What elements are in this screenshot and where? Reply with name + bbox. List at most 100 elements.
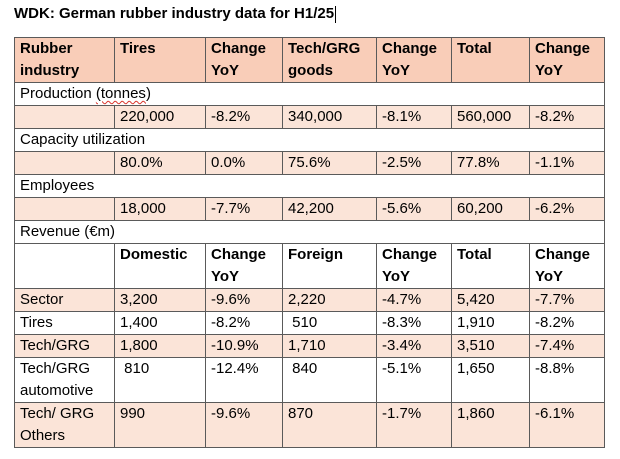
section-value-row: 18,000 -7.7% 42,200 -5.6% 60,200 -6.2% (14, 197, 605, 221)
row-label: Tech/GRG automotive (14, 357, 115, 403)
value-cell: -5.6% (376, 197, 452, 221)
value-cell: 560,000 (451, 105, 530, 129)
value-cell: 77.8% (451, 151, 530, 175)
header-cell: Change YoY (529, 243, 605, 289)
value-cell-text: -7.4% (535, 337, 575, 354)
value-cell: -7.7% (529, 288, 605, 312)
value-cell-text: -7.7% (535, 291, 575, 308)
header-cell-text: Total (457, 246, 492, 263)
value-cell-text: -8.2% (211, 314, 251, 331)
section-label-text: Revenue (€m) (20, 223, 116, 240)
value-cell-text: 1,400 (120, 314, 158, 331)
value-cell: 3,510 (451, 334, 530, 358)
header-cell-text: YoY (382, 62, 411, 79)
header-cell: Change YoY (205, 37, 283, 83)
header-row: Rubber industry Tires Change YoY Tech/GRG good… (14, 37, 605, 83)
value-cell-text: 42,200 (288, 200, 334, 217)
document-title: WDK: German rubber industry data for H1/… (14, 3, 337, 25)
value-cell-text: -7.7% (211, 200, 251, 217)
value-cell: -12.4% (205, 357, 283, 403)
value-cell: -8.3% (376, 311, 452, 335)
empty-cell (14, 197, 115, 221)
value-cell: 18,000 (114, 197, 206, 221)
section-label-text: ) (145, 85, 151, 102)
value-cell-text: -6.2% (535, 200, 575, 217)
header-cell-text: Change (211, 246, 267, 263)
value-cell: -4.7% (376, 288, 452, 312)
value-cell-text: -10.9% (211, 337, 259, 354)
value-cell: -9.6% (205, 402, 283, 448)
row-label-text: Tech/GRG (20, 360, 91, 377)
value-cell-text: 1,910 (457, 314, 495, 331)
header-cell: Change YoY (529, 37, 605, 83)
value-cell: -7.4% (529, 334, 605, 358)
value-cell: -8.2% (205, 105, 283, 129)
value-cell: 1,800 (114, 334, 206, 358)
header-cell: Tech/GRG goods (282, 37, 377, 83)
header-cell-text: Foreign (288, 246, 343, 263)
value-cell: -8.2% (529, 105, 605, 129)
revenue-header-row: Domestic Change YoY Foreign Change YoY Total Ch… (14, 243, 605, 289)
header-cell-text: YoY (211, 268, 240, 285)
empty-cell (14, 105, 115, 129)
header-cell-text: Change (535, 40, 591, 57)
value-cell-text: 510 (288, 314, 318, 331)
revenue-row: Tech/GRG 1,800 -10.9% 1,710 -3.4% 3,510 -7.4% (14, 334, 605, 358)
value-cell: -7.7% (205, 197, 283, 221)
row-label: Tech/ GRG Others (14, 402, 115, 448)
value-cell: 810 (114, 357, 206, 403)
section-label-text: Capacity utilization (20, 131, 146, 148)
value-cell: -2.5% (376, 151, 452, 175)
row-label-text: Tech/ GRG (20, 405, 95, 422)
value-cell-text: 2,220 (288, 291, 326, 308)
header-cell: Change YoY (376, 37, 452, 83)
value-cell-text: -8.2% (535, 314, 575, 331)
value-cell-text: -9.6% (211, 291, 251, 308)
value-cell: -6.1% (529, 402, 605, 448)
value-cell-text: -9.6% (211, 405, 251, 422)
header-cell: Rubber industry (14, 37, 115, 83)
value-cell: 510 (282, 311, 377, 335)
row-label-text: Tech/GRG (20, 337, 91, 354)
value-cell-text: 340,000 (288, 108, 343, 125)
value-cell-text: -8.2% (211, 108, 251, 125)
header-cell-text: Change (535, 246, 591, 263)
value-cell: -1.7% (376, 402, 452, 448)
value-cell-text: -1.1% (535, 154, 575, 171)
header-cell: Foreign (282, 243, 377, 289)
value-cell: -3.4% (376, 334, 452, 358)
revenue-row: Tech/ GRG Others 990 -9.6% 870 -1.7% 1,860 -6.1… (14, 402, 605, 448)
value-cell-text: 1,650 (457, 360, 495, 377)
value-cell-text: 75.6% (288, 154, 331, 171)
value-cell-text: 220,000 (120, 108, 175, 125)
value-cell-text: -8.1% (382, 108, 422, 125)
row-label: Tech/GRG (14, 334, 115, 358)
value-cell-text: 3,510 (457, 337, 495, 354)
value-cell: 60,200 (451, 197, 530, 221)
value-cell: 3,200 (114, 288, 206, 312)
header-cell-text: YoY (535, 268, 564, 285)
header-cell: Change YoY (376, 243, 452, 289)
value-cell: 1,710 (282, 334, 377, 358)
value-cell-text: -1.7% (382, 405, 422, 422)
header-cell-text: YoY (211, 62, 240, 79)
header-cell-text: YoY (382, 268, 411, 285)
row-label: Tires (14, 311, 115, 335)
value-cell: 75.6% (282, 151, 377, 175)
value-cell: -1.1% (529, 151, 605, 175)
header-cell-text: Rubber (20, 40, 73, 57)
value-cell-text: 560,000 (457, 108, 512, 125)
value-cell: 1,860 (451, 402, 530, 448)
section-label: Revenue (€m) (14, 220, 605, 244)
section-label: Employees (14, 174, 605, 198)
section-label: Capacity utilization (14, 128, 605, 152)
value-cell-text: -2.5% (382, 154, 422, 171)
value-cell: -8.8% (529, 357, 605, 403)
header-cell-text: Change (382, 40, 438, 57)
value-cell: 220,000 (114, 105, 206, 129)
header-cell: Change YoY (205, 243, 283, 289)
value-cell: 0.0% (205, 151, 283, 175)
header-cell: Tires (114, 37, 206, 83)
revenue-row: Sector 3,200 -9.6% 2,220 -4.7% 5,420 -7.7% (14, 288, 605, 312)
section-value-row: 220,000 -8.2% 340,000 -8.1% 560,000 -8.2% (14, 105, 605, 129)
